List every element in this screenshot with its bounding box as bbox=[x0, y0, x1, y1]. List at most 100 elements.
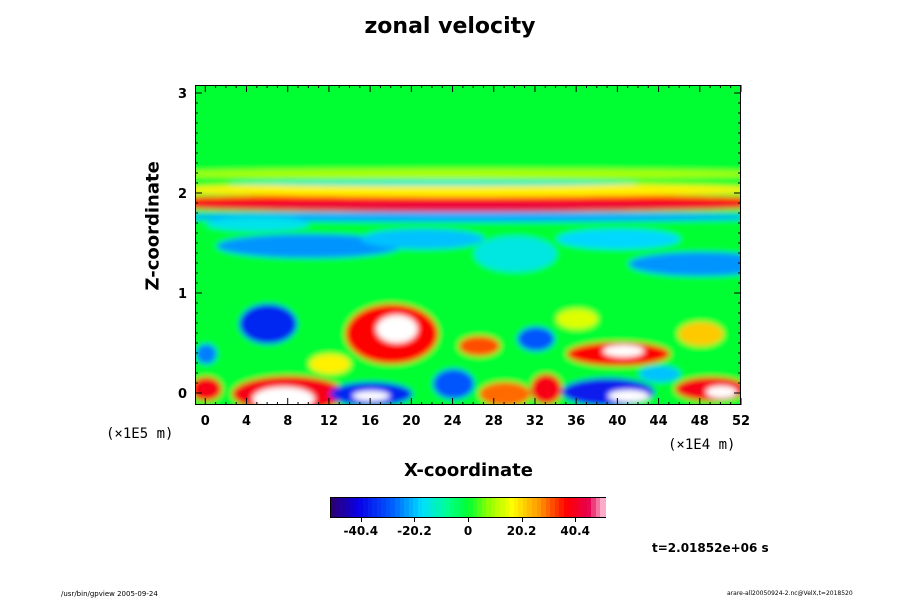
plot-area bbox=[195, 85, 741, 405]
colorbar-segment bbox=[353, 498, 360, 517]
colorbar-segment bbox=[545, 498, 552, 517]
colorbar bbox=[330, 497, 607, 518]
field-feature bbox=[638, 366, 681, 382]
colorbar-segment bbox=[477, 498, 484, 517]
field-feature bbox=[479, 382, 531, 404]
colorbar-segment bbox=[481, 498, 488, 517]
field-feature bbox=[196, 202, 740, 212]
colorbar-tick-label: -40.4 bbox=[343, 524, 379, 538]
y-tick-label: 1 bbox=[178, 287, 187, 302]
colorbar-segment bbox=[417, 498, 424, 517]
colorbar-segment bbox=[331, 498, 337, 517]
field-feature bbox=[196, 183, 740, 197]
colorbar-tick-label: 0 bbox=[463, 524, 473, 538]
colorbar-segment bbox=[577, 498, 584, 517]
x-tick-label: 48 bbox=[691, 414, 709, 429]
x-tick-label: 44 bbox=[650, 414, 668, 429]
colorbar-segment bbox=[527, 498, 534, 517]
colorbar-segment bbox=[559, 498, 566, 517]
colorbar-segment bbox=[554, 498, 561, 517]
colorbar-segment bbox=[490, 498, 497, 517]
y-tick-label: 0 bbox=[178, 387, 187, 402]
field-feature bbox=[196, 377, 222, 401]
colorbar-segment bbox=[436, 498, 443, 517]
colorbar-segment bbox=[385, 498, 392, 517]
field-feature bbox=[628, 252, 740, 276]
colorbar-segment bbox=[399, 498, 406, 517]
colorbar-segment bbox=[426, 498, 433, 517]
colorbar-tick bbox=[414, 518, 416, 522]
colorbar-segment bbox=[440, 498, 447, 517]
colorbar-segment bbox=[499, 498, 506, 517]
colorbar-tick-label: -20.2 bbox=[397, 524, 432, 538]
field-feature bbox=[678, 322, 724, 346]
field-feature bbox=[196, 344, 217, 364]
field-feature bbox=[530, 374, 562, 404]
field-feature bbox=[602, 345, 645, 357]
colorbar-segment bbox=[600, 498, 607, 517]
colorbar-tick bbox=[521, 518, 523, 522]
colorbar-segment bbox=[390, 498, 397, 517]
colorbar-segment bbox=[595, 498, 602, 517]
chart-title: zonal velocity bbox=[364, 14, 536, 39]
colorbar-segment bbox=[563, 498, 570, 517]
colorbar-segment bbox=[367, 498, 374, 517]
colorbar-segment bbox=[381, 498, 388, 517]
colorbar-segment bbox=[376, 498, 383, 517]
x-tick-label: 16 bbox=[361, 414, 379, 429]
colorbar-segment bbox=[340, 498, 347, 517]
field-feature bbox=[196, 169, 740, 179]
colorbar-segment bbox=[404, 498, 411, 517]
colorbar-segment bbox=[509, 498, 516, 517]
y-tick-label: 2 bbox=[178, 187, 187, 202]
colorbar-segment bbox=[531, 498, 538, 517]
y-axis-label: Z-coordinate bbox=[142, 161, 164, 291]
colorbar-segment bbox=[458, 498, 465, 517]
field-feature bbox=[360, 229, 485, 249]
colorbar-tick bbox=[575, 518, 577, 522]
colorbar-segment bbox=[463, 498, 470, 517]
footer-file: arare-all20050924-2.nc@VelX,t=2018520 bbox=[727, 590, 853, 597]
colorbar-segment bbox=[486, 498, 493, 517]
x-tick-label: 20 bbox=[402, 414, 420, 429]
field-feature bbox=[432, 369, 475, 399]
field-feature bbox=[458, 336, 500, 356]
colorbar-segment bbox=[591, 498, 598, 517]
x-tick-label: 52 bbox=[732, 414, 750, 429]
colorbar-segment bbox=[349, 498, 356, 517]
velocity-field bbox=[196, 86, 740, 404]
colorbar-segment bbox=[568, 498, 575, 517]
colorbar-segment bbox=[454, 498, 461, 517]
field-feature bbox=[517, 327, 555, 351]
colorbar-segment bbox=[372, 498, 379, 517]
colorbar-segment bbox=[541, 498, 548, 517]
x-tick-label: 0 bbox=[201, 414, 210, 429]
colorbar-segment bbox=[573, 498, 580, 517]
colorbar-segment bbox=[394, 498, 401, 517]
field-feature bbox=[196, 212, 740, 222]
colorbar-segment bbox=[504, 498, 511, 517]
colorbar-segment bbox=[335, 498, 342, 517]
colorbar-segment bbox=[344, 498, 351, 517]
field-feature bbox=[556, 229, 681, 249]
field-feature bbox=[216, 234, 403, 258]
x-tick-label: 4 bbox=[242, 414, 251, 429]
x-unit-label: (×1E4 m) bbox=[668, 437, 736, 453]
field-feature bbox=[376, 315, 418, 343]
x-tick-label: 12 bbox=[320, 414, 338, 429]
colorbar-tick bbox=[360, 518, 362, 522]
x-tick-label: 32 bbox=[526, 414, 544, 429]
field-feature bbox=[226, 180, 639, 186]
x-tick-label: 8 bbox=[283, 414, 292, 429]
colorbar-segment bbox=[408, 498, 415, 517]
time-label: t=2.01852e+06 s bbox=[652, 541, 769, 555]
x-tick-label: 28 bbox=[485, 414, 503, 429]
colorbar-segment bbox=[468, 498, 474, 517]
field-feature bbox=[309, 354, 351, 374]
field-feature bbox=[705, 386, 737, 398]
footer-command: /usr/bin/gpview 2005-09-24 bbox=[61, 590, 158, 598]
colorbar-segment bbox=[586, 498, 593, 517]
colorbar-tick bbox=[468, 518, 469, 522]
colorbar-segment bbox=[358, 498, 365, 517]
